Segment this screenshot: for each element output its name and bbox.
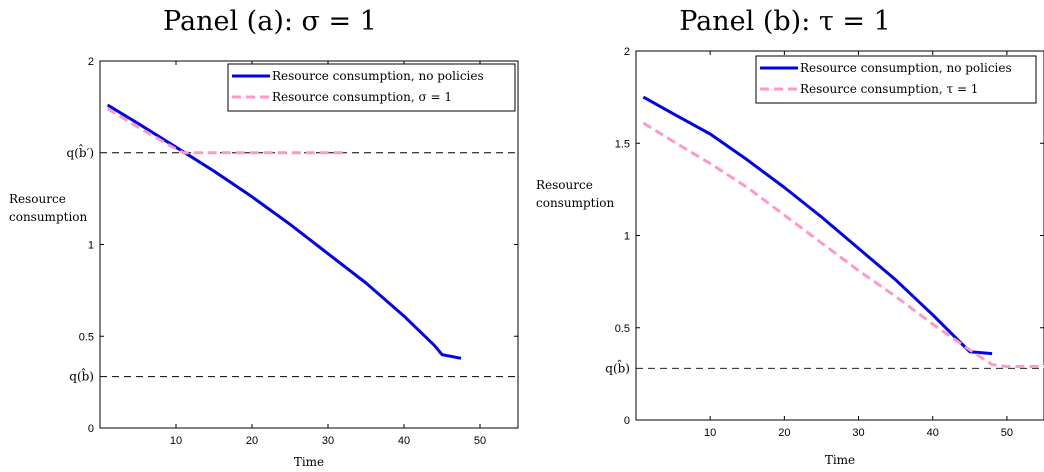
legend-label: Resource consumption, no policies	[800, 61, 1012, 75]
x-axis-label: Time	[825, 453, 855, 467]
x-tick-label: 50	[474, 435, 486, 447]
y-tick-label: 0.5	[615, 323, 630, 335]
chart-title: Panel (b): τ = 1	[679, 6, 891, 37]
legend-label: Resource consumption, σ = 1	[272, 90, 452, 104]
y-tick-label: 0	[624, 415, 630, 427]
legend	[227, 63, 516, 112]
y-tick-label: 1	[624, 231, 630, 243]
x-tick-label: 40	[398, 435, 410, 447]
y-tick-label: 0.5	[79, 331, 94, 343]
series-line-1	[642, 95, 993, 356]
chart-title: Panel (a): σ = 1	[163, 6, 377, 37]
y-axis-label: Resource consumption	[9, 192, 88, 224]
legend-label: Resource consumption, no policies	[272, 69, 484, 83]
y-tick-label: 1.5	[615, 138, 630, 150]
reference-line-label: q(b̂)	[605, 359, 630, 376]
x-tick-label: 30	[322, 435, 334, 447]
x-tick-label: 50	[1001, 427, 1013, 439]
plot-area	[635, 50, 1044, 421]
y-tick-label: 0	[88, 423, 94, 435]
series-line-2	[642, 121, 1044, 368]
y-tick-label: 2	[88, 56, 94, 68]
x-tick-label: 20	[246, 435, 258, 447]
series-line-2	[106, 107, 347, 155]
reference-line-label: q(b̂′)	[67, 143, 94, 160]
series-line-1	[106, 103, 462, 360]
legend	[755, 55, 1037, 104]
y-axis-label: Resource consumption	[536, 178, 615, 210]
x-tick-label: 30	[852, 427, 864, 439]
panel-a: Panel (a): σ = 1 10 20 30 40 50 0 0.5 1 2 Time Reso…	[9, 6, 519, 469]
x-tick-label: 20	[778, 427, 790, 439]
plot-area	[99, 60, 519, 429]
x-tick-label: 40	[927, 427, 939, 439]
legend-label: Resource consumption, τ = 1	[800, 82, 978, 96]
panel-b: Panel (b): τ = 1 10 20 30 40 50 0 0.5 1 1.5 2 Time R…	[536, 6, 1044, 467]
y-tick-label: 2	[624, 46, 630, 58]
reference-line-label: q(b̂)	[69, 367, 94, 384]
x-tick-label: 10	[704, 427, 716, 439]
x-tick-label: 10	[170, 435, 182, 447]
x-axis-label: Time	[294, 455, 324, 469]
y-tick-label: 1	[88, 240, 94, 252]
